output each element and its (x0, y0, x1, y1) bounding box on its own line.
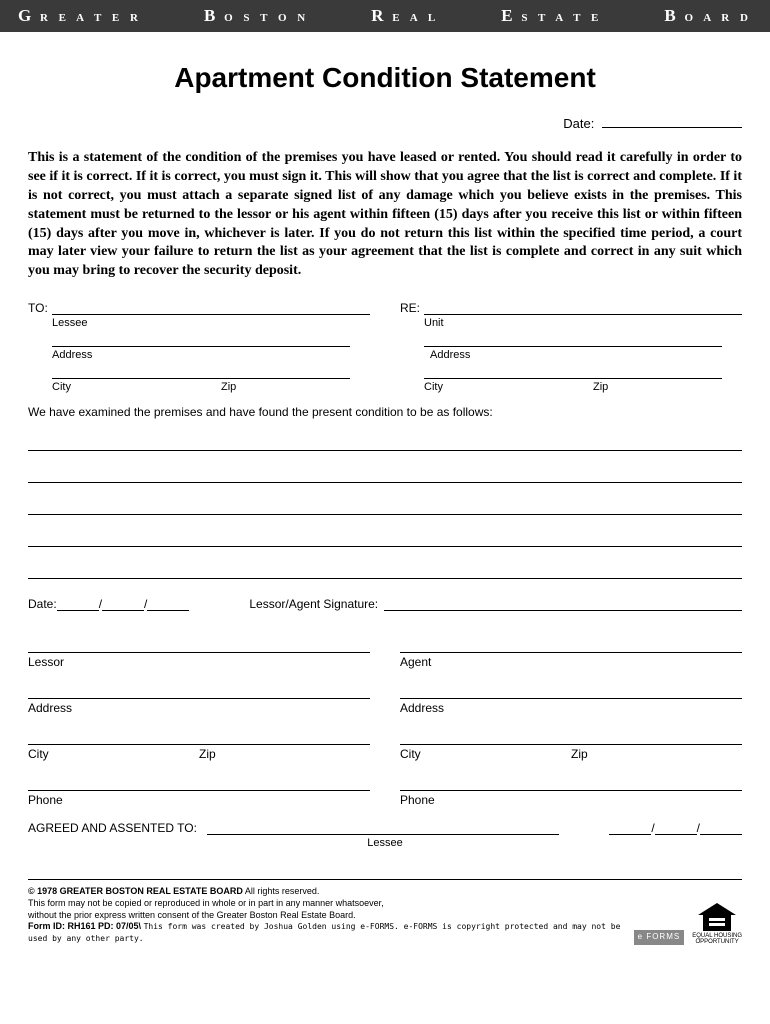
date-dd[interactable] (102, 610, 144, 611)
unit-label: Unit (424, 317, 742, 329)
header-word: E S T A T E (501, 6, 602, 26)
footer-line3: without the prior express written consen… (28, 910, 634, 922)
header-word: G R E A T E R (18, 6, 142, 26)
rights: All rights reserved. (243, 886, 320, 896)
agreed-signature-line[interactable] (207, 821, 559, 835)
condition-line-1[interactable] (28, 427, 742, 451)
city-label: City (52, 381, 181, 393)
agent-phone-label: Phone (400, 793, 742, 807)
re-city-zip-line[interactable] (424, 365, 722, 379)
lessor-address-label: Address (28, 701, 370, 715)
agent-line[interactable] (400, 633, 742, 653)
lessor-phone-line[interactable] (28, 771, 370, 791)
date-input-line[interactable] (602, 127, 742, 128)
condition-line-5[interactable] (28, 555, 742, 579)
agreed-row: AGREED AND ASSENTED TO: // (28, 821, 742, 835)
date-signature-row: Date: // Lessor/Agent Signature: (28, 597, 742, 611)
agreed-date-yy[interactable] (700, 834, 742, 835)
lessor-line[interactable] (28, 633, 370, 653)
condition-line-4[interactable] (28, 523, 742, 547)
re-address-label: Address (430, 349, 742, 361)
agent-zip-line[interactable] (571, 725, 742, 745)
agent-phone-line[interactable] (400, 771, 742, 791)
date-label-2: Date: (28, 597, 57, 611)
city-zip-line[interactable] (52, 365, 350, 379)
re-zip-label: Zip (553, 381, 722, 393)
date-mm[interactable] (57, 610, 99, 611)
date-field-row: Date: (28, 116, 742, 131)
re-city-label: City (424, 381, 553, 393)
agent-sig-column: Agent Address City Zip Phone (400, 633, 742, 817)
eho-text1: EQUAL HOUSING (692, 933, 742, 939)
condition-statement-text: We have examined the premises and have f… (28, 405, 742, 419)
re-label: RE: (400, 301, 420, 315)
header-word: R E A L (371, 6, 439, 26)
date-yy[interactable] (147, 610, 189, 611)
eforms-badge: e FORMS (634, 930, 685, 944)
agreed-date-dd[interactable] (655, 834, 697, 835)
footer-line2: This form may not be copied or reproduce… (28, 898, 634, 910)
date-label: Date: (563, 116, 594, 131)
party-info-columns: TO: Lessee Address City Zip RE: Unit Add… (28, 301, 742, 393)
lessor-address-line[interactable] (28, 679, 370, 699)
document-title: Apartment Condition Statement (28, 62, 742, 94)
agent-zip-label: Zip (571, 747, 742, 761)
copyright: © 1978 GREATER BOSTON REAL ESTATE BOARD (28, 886, 243, 896)
to-label: TO: (28, 301, 48, 315)
lessee-label: Lessee (52, 317, 370, 329)
header-word: B O A R D (664, 6, 752, 26)
lessor-sig-line[interactable] (384, 597, 742, 611)
agent-city-label: City (400, 747, 571, 761)
lessee-address-line[interactable] (52, 333, 350, 347)
form-id: Form ID: RH161 PD: 07/05\ (28, 921, 141, 931)
agent-label: Agent (400, 655, 742, 669)
footer-logos: e FORMS EQUAL HOUSING OPPORTUNITY (634, 903, 742, 945)
agent-address-line[interactable] (400, 679, 742, 699)
equal-housing-logo: EQUAL HOUSING OPPORTUNITY (692, 903, 742, 945)
lessor-sig-column: Lessor Address City Zip Phone (28, 633, 370, 817)
zip-label: Zip (181, 381, 350, 393)
agreed-date-mm[interactable] (609, 834, 651, 835)
intro-paragraph: This is a statement of the condition of … (28, 149, 742, 281)
lessor-zip-line[interactable] (199, 725, 370, 745)
condition-line-3[interactable] (28, 491, 742, 515)
signature-block: Lessor Address City Zip Phone Agent Addr… (28, 633, 742, 817)
address-label: Address (52, 349, 370, 361)
agreed-label: AGREED AND ASSENTED TO: (28, 821, 197, 835)
to-input-line[interactable] (52, 301, 370, 315)
footer-text: © 1978 GREATER BOSTON REAL ESTATE BOARD … (28, 886, 634, 944)
agent-address-label: Address (400, 701, 742, 715)
lessor-label: Lessor (28, 655, 370, 669)
to-column: TO: Lessee Address City Zip (28, 301, 370, 393)
lessor-sig-label: Lessor/Agent Signature: (249, 597, 378, 611)
lessor-phone-label: Phone (28, 793, 370, 807)
eho-text2: OPPORTUNITY (692, 939, 742, 945)
lessor-zip-label: Zip (199, 747, 370, 761)
re-column: RE: Unit Address City Zip (400, 301, 742, 393)
header-word: B O S T O N (204, 6, 309, 26)
footer: © 1978 GREATER BOSTON REAL ESTATE BOARD … (0, 880, 770, 954)
condition-line-2[interactable] (28, 459, 742, 483)
lessee-signature-label: Lessee (28, 837, 742, 849)
lessor-city-label: City (28, 747, 199, 761)
lessor-city-line[interactable] (28, 725, 199, 745)
unit-address-line[interactable] (424, 333, 722, 347)
agent-city-line[interactable] (400, 725, 571, 745)
re-input-line[interactable] (424, 301, 742, 315)
org-header-bar: G R E A T E R B O S T O N R E A L E S T … (0, 0, 770, 32)
